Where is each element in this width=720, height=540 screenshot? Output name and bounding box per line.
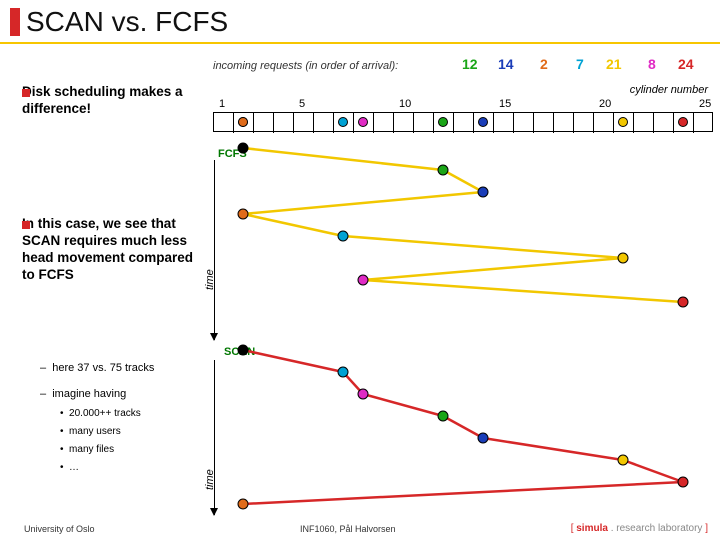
footer-right: [ simula . research laboratory ]	[571, 523, 708, 534]
request-number: 2	[540, 56, 548, 72]
track-dot	[358, 117, 368, 127]
axis-number: 5	[299, 98, 305, 110]
time-arrow-scan	[214, 360, 215, 515]
title-accent	[10, 8, 20, 36]
time-label-fcfs: time	[204, 269, 216, 290]
track-dot	[478, 117, 488, 127]
sub-bullet: • …	[60, 462, 79, 473]
track-dot	[338, 117, 348, 127]
axis-number: 1	[219, 98, 225, 110]
cylinder-label: cylinder number	[630, 84, 708, 96]
subitem-tracks: – here 37 vs. 75 tracks	[40, 362, 154, 374]
axis-number: 20	[599, 98, 611, 110]
track-dot	[618, 117, 628, 127]
request-number: 12	[462, 56, 478, 72]
time-label-scan: time	[204, 469, 216, 490]
track-dot	[678, 117, 688, 127]
track-dot	[238, 117, 248, 127]
paragraph-2: In this case, we see that SCAN requires …	[22, 216, 200, 284]
axis-number: 15	[499, 98, 511, 110]
paragraph-2-text: In this case, we see that SCAN requires …	[22, 216, 193, 282]
sub-bullet: • 20.000++ tracks	[60, 408, 141, 419]
track-dot	[438, 117, 448, 127]
bullet-icon	[22, 89, 30, 97]
title-underline	[0, 42, 720, 44]
scan-label: SCAN	[224, 346, 255, 358]
fcfs-label: FCFS	[218, 148, 247, 160]
request-number: 7	[576, 56, 584, 72]
sub-bullet: • many users	[60, 426, 121, 437]
incoming-label: incoming requests (in order of arrival):	[213, 60, 398, 72]
axis-number: 25	[699, 98, 711, 110]
subitem-imagine: – imagine having	[40, 388, 126, 400]
title-bar: SCAN vs. FCFS	[0, 0, 720, 44]
footer-mid: INF1060, Pål Halvorsen	[300, 524, 396, 534]
cylinder-track	[213, 112, 713, 132]
request-number: 24	[678, 56, 694, 72]
axis-number: 10	[399, 98, 411, 110]
request-number: 14	[498, 56, 514, 72]
bullet-icon	[22, 221, 30, 229]
paragraph-1: Disk scheduling makes a difference!	[22, 84, 200, 118]
page-title: SCAN vs. FCFS	[26, 6, 228, 38]
sub-bullet: • many files	[60, 444, 114, 455]
request-number: 8	[648, 56, 656, 72]
footer-left: University of Oslo	[24, 524, 95, 534]
time-arrow-fcfs	[214, 160, 215, 340]
request-number: 21	[606, 56, 622, 72]
paragraph-1-text: Disk scheduling makes a difference!	[22, 84, 183, 116]
